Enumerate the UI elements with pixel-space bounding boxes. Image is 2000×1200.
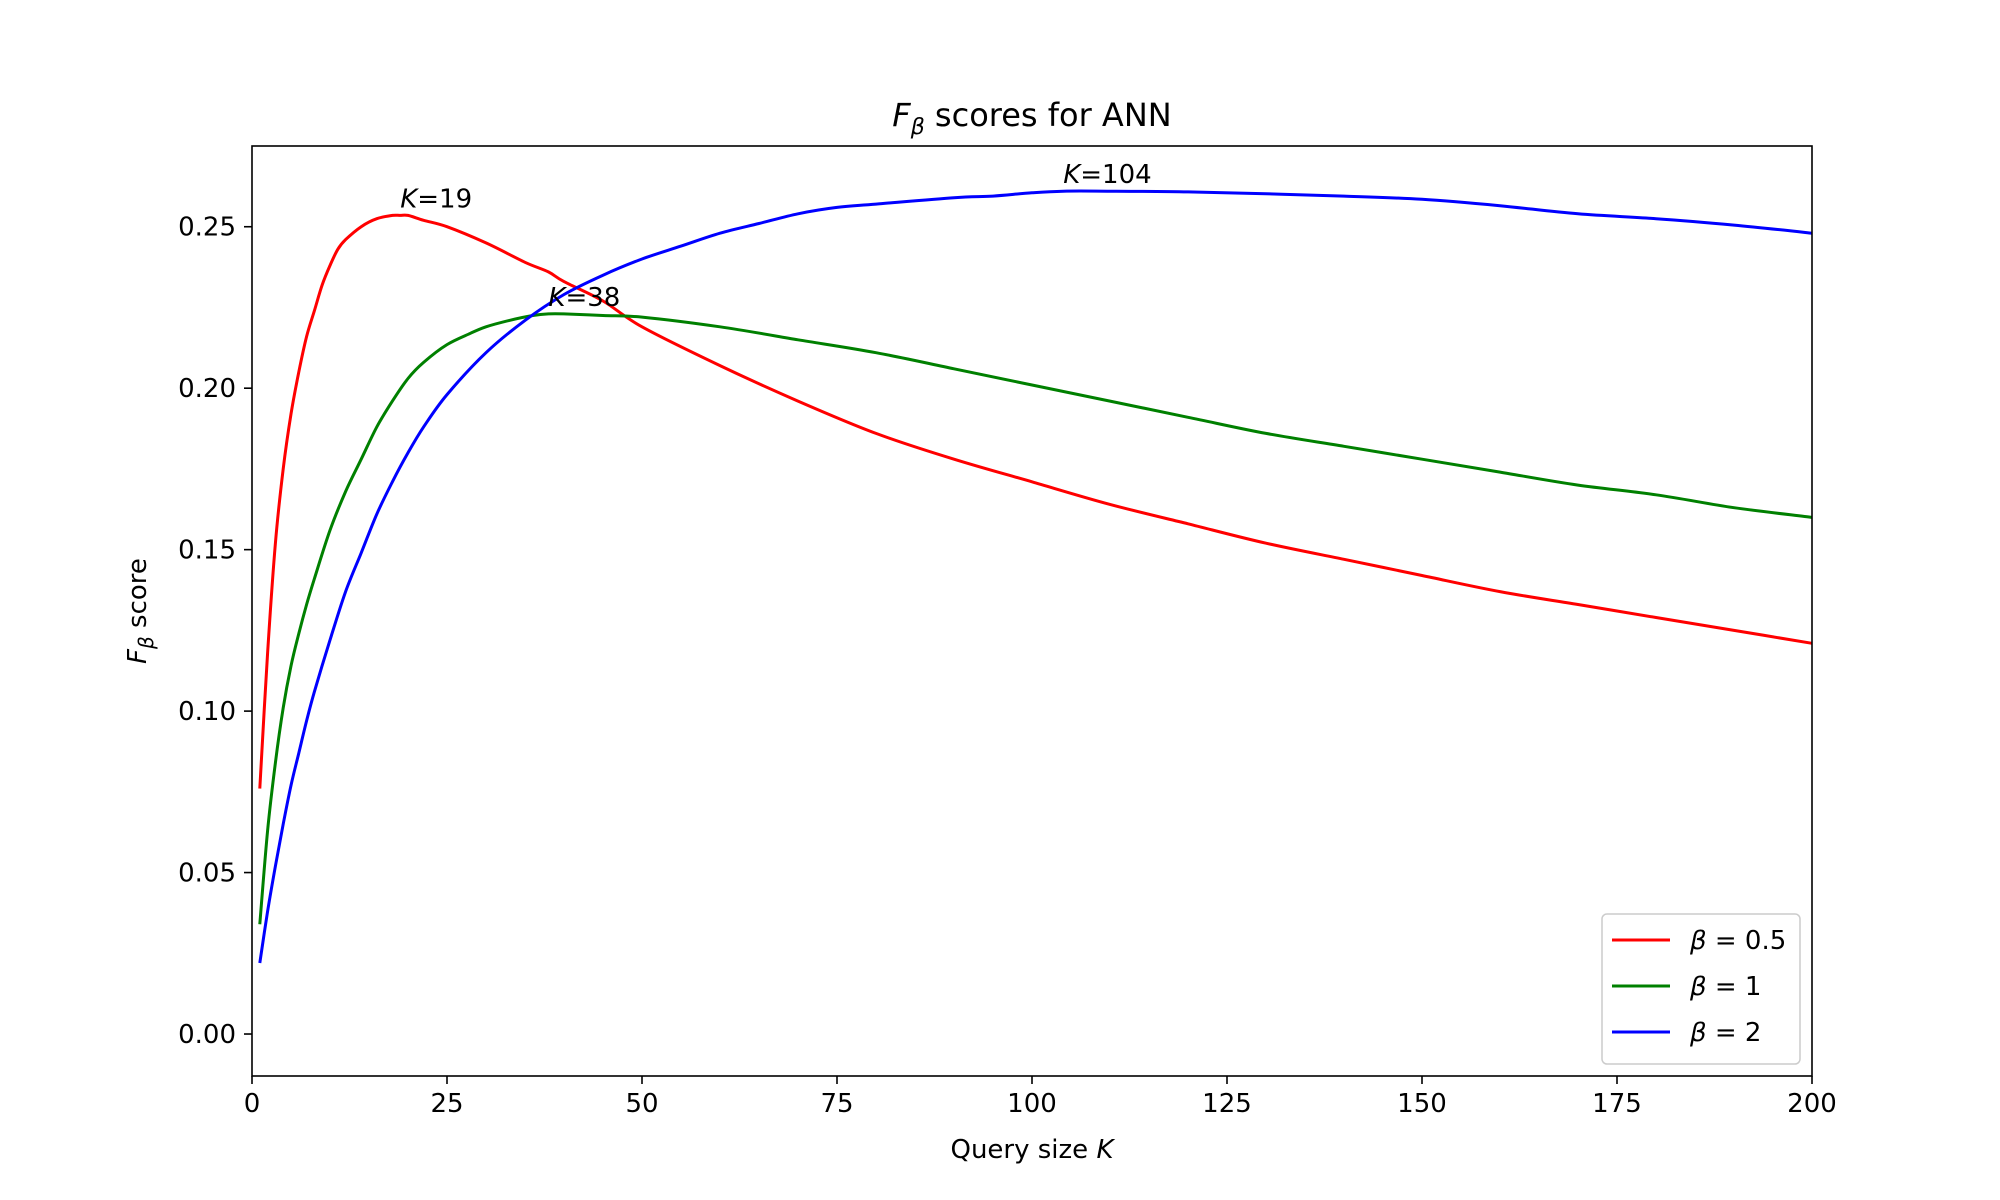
annotation-value: =19 — [417, 184, 472, 214]
y-tick-label: 0.00 — [178, 1020, 236, 1050]
x-axis-label-symbol: K — [1096, 1135, 1115, 1165]
x-axis-label: Query size K — [950, 1135, 1115, 1165]
y-axis: 0.00 0.05 0.10 0.15 0.20 0.25 — [178, 213, 252, 1050]
annotation-value: =38 — [565, 283, 620, 313]
y-tick-label: 0.25 — [178, 213, 236, 243]
legend-symbol: β — [1689, 972, 1707, 1002]
series-line-beta-2 — [258, 189, 1813, 964]
x-tick-label: 150 — [1397, 1089, 1447, 1119]
peak-annotation: K=19 — [400, 184, 472, 214]
annotation-symbol: K — [400, 184, 419, 214]
x-tick-label: 25 — [430, 1089, 463, 1119]
legend-value: = 2 — [1707, 1018, 1762, 1048]
x-axis-label-text: Query size — [950, 1135, 1096, 1165]
y-tick-label: 0.15 — [178, 536, 236, 566]
y-axis-label-symbol: F — [123, 648, 153, 664]
series-layer — [258, 189, 1813, 964]
series-line-beta-0-5 — [258, 213, 1813, 789]
y-axis-label-subscript: β — [134, 636, 158, 650]
annotation-symbol: K — [1063, 160, 1082, 190]
legend-label-beta-2: β = 2 — [1689, 1018, 1761, 1048]
legend: β = 0.5 β = 1 β = 2 — [1601, 913, 1801, 1065]
x-tick-label: 50 — [625, 1089, 658, 1119]
title-symbol: F — [892, 96, 911, 134]
peak-annotation: K=104 — [1063, 160, 1151, 190]
x-tick-label: 125 — [1202, 1089, 1252, 1119]
title-subscript: β — [910, 115, 925, 140]
annotation-value: =104 — [1080, 160, 1151, 190]
legend-symbol: β — [1689, 926, 1707, 956]
series-line-beta-1 — [258, 312, 1813, 925]
x-tick-label: 0 — [244, 1089, 261, 1119]
title-text: scores for ANN — [925, 96, 1172, 134]
x-tick-label: 100 — [1007, 1089, 1057, 1119]
y-tick-label: 0.20 — [178, 374, 236, 404]
chart-title: Fβ scores for ANN — [892, 96, 1171, 140]
y-axis-label-text: score — [123, 558, 153, 636]
y-axis-label: Fβ score — [123, 558, 158, 664]
legend-label-beta-0-5: β = 0.5 — [1689, 926, 1786, 956]
legend-box — [1601, 913, 1801, 1065]
x-tick-label: 200 — [1787, 1089, 1837, 1119]
legend-symbol: β — [1689, 1018, 1707, 1048]
peak-annotation: K=38 — [548, 283, 620, 313]
y-tick-label: 0.10 — [178, 697, 236, 727]
annotation-symbol: K — [548, 283, 567, 313]
legend-label-beta-1: β = 1 — [1689, 972, 1761, 1002]
x-tick-label: 75 — [820, 1089, 853, 1119]
legend-value: = 0.5 — [1707, 926, 1787, 956]
x-axis: 0 25 50 75 100 125 150 175 200 — [244, 1076, 1837, 1119]
legend-value: = 1 — [1707, 972, 1762, 1002]
y-tick-label: 0.05 — [178, 859, 236, 889]
annotation-layer: K=19K=38K=104 — [400, 160, 1151, 313]
x-tick-label: 175 — [1592, 1089, 1642, 1119]
